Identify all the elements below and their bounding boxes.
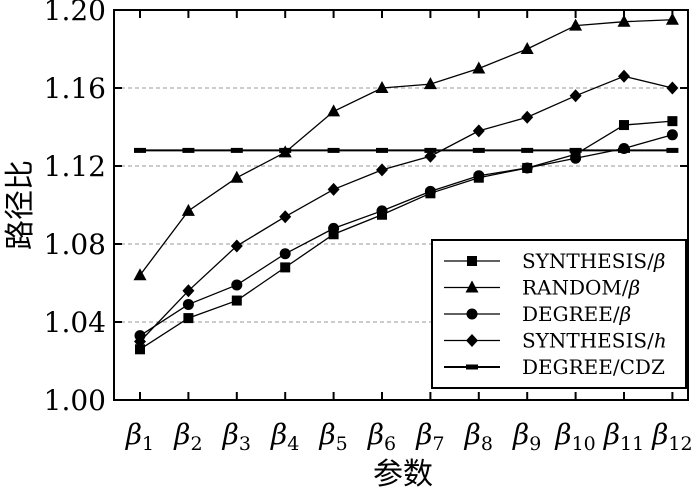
data-point — [134, 147, 146, 153]
data-point — [376, 163, 388, 177]
series-line — [139, 19, 673, 276]
legend-marker — [466, 334, 478, 347]
data-point — [328, 222, 340, 234]
y-tick-label: 1.04 — [44, 306, 106, 339]
legend-entry: SYNTHESIS/h — [444, 329, 667, 353]
legend-entry: DEGREE/β — [444, 302, 631, 326]
data-point — [569, 147, 582, 153]
data-point — [473, 170, 485, 182]
legend-marker — [466, 308, 478, 320]
legend-entry: RANDOM/β — [444, 276, 640, 300]
legend-marker — [466, 364, 478, 370]
series-lines — [133, 12, 679, 355]
x-tick-label: β1 — [125, 418, 154, 455]
data-point — [230, 239, 243, 253]
series-line — [139, 134, 673, 337]
data-point — [667, 116, 678, 127]
data-point — [666, 129, 678, 141]
data-point — [665, 12, 679, 25]
data-point — [327, 104, 341, 117]
data-point — [231, 295, 242, 306]
data-point — [472, 124, 485, 138]
data-point — [376, 205, 388, 217]
data-point — [183, 313, 194, 324]
data-point — [279, 210, 292, 224]
x-tick-label: β12 — [651, 418, 692, 455]
data-point — [279, 147, 292, 153]
x-tick-label: β3 — [222, 418, 251, 455]
legend-entry: DEGREE/CDZ — [444, 355, 665, 379]
legend-marker — [465, 280, 479, 293]
data-point — [327, 147, 340, 153]
plot-frame — [113, 9, 689, 401]
data-point — [133, 268, 147, 281]
data-point — [521, 162, 533, 174]
x-tick-label: β9 — [512, 418, 541, 455]
data-point — [570, 152, 582, 164]
y-tick-label: 1.00 — [44, 384, 106, 417]
data-point — [134, 335, 146, 348]
data-point — [376, 147, 388, 153]
data-point — [618, 147, 630, 153]
legend-label: RANDOM/β — [522, 276, 640, 300]
x-tick-label: β8 — [464, 418, 493, 455]
data-point — [327, 182, 340, 196]
data-point — [666, 147, 679, 153]
legend-marker — [467, 256, 477, 266]
data-point — [472, 147, 485, 153]
data-point — [666, 81, 679, 95]
data-point — [472, 61, 486, 74]
data-point — [182, 284, 195, 298]
data-point — [182, 147, 195, 153]
series-2 — [133, 12, 679, 281]
data-point — [279, 248, 291, 260]
y-tick-label: 1.08 — [44, 228, 106, 261]
data-point — [569, 18, 583, 31]
y-tick-label: 1.20 — [44, 0, 106, 27]
data-point — [520, 42, 534, 54]
y-tick-label: 1.16 — [44, 72, 106, 105]
series-5 — [134, 147, 679, 153]
data-point — [521, 110, 534, 124]
data-point — [617, 14, 631, 27]
y-axis-ticks: 1.00 1.04 1.08 1.12 1.16 1.20 — [44, 0, 688, 417]
x-tick-label: β10 — [554, 418, 595, 455]
x-tick-label: β6 — [367, 418, 396, 455]
x-axis-label: 参数 — [373, 457, 433, 492]
data-point — [618, 69, 630, 83]
x-tick-label: β11 — [603, 418, 644, 455]
data-point — [135, 344, 145, 355]
x-tick-label: β7 — [415, 418, 444, 455]
x-tick-label: β4 — [270, 418, 299, 455]
series-line — [139, 75, 673, 342]
data-point — [230, 170, 244, 183]
data-point — [280, 262, 291, 273]
legend-label: SYNTHESIS/h — [522, 329, 667, 353]
series-4 — [134, 69, 679, 348]
data-point — [521, 147, 534, 153]
legend-label: SYNTHESIS/β — [522, 249, 665, 273]
data-point — [424, 149, 437, 163]
data-point — [375, 81, 389, 93]
legend-entry: SYNTHESIS/β — [444, 249, 665, 273]
data-point — [423, 77, 437, 90]
x-axis-ticks: β1 β2 β3 β4 β5 β6 β7 β8 β9 β10 β11 β12 — [125, 10, 693, 455]
x-tick-label: β2 — [173, 418, 202, 455]
legend-label: DEGREE/CDZ — [522, 355, 665, 379]
legend-label: DEGREE/β — [522, 302, 631, 326]
data-point — [182, 298, 194, 310]
y-axis-label: 路径比 — [3, 160, 38, 250]
data-point — [230, 147, 243, 153]
data-point — [619, 120, 629, 131]
data-point — [181, 203, 195, 216]
data-point — [231, 279, 243, 291]
data-point — [424, 185, 436, 197]
data-point — [328, 229, 339, 240]
y-tick-label: 1.12 — [44, 150, 106, 183]
data-point — [424, 147, 437, 153]
data-point — [569, 89, 582, 103]
x-tick-label: β5 — [318, 418, 347, 455]
